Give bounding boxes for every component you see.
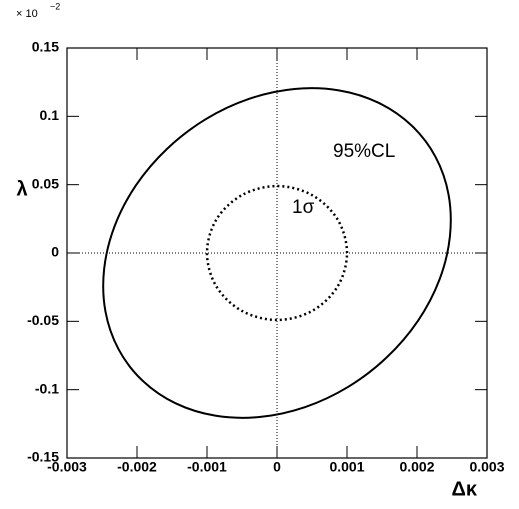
contour-label: 1σ: [292, 197, 315, 218]
x-tick-label: 0.002: [399, 459, 434, 475]
y-tick-label: -0.15: [27, 449, 59, 465]
y-tick-label: 0.1: [40, 107, 60, 123]
x-tick-label: 0: [273, 459, 281, 475]
y-axis-label: λ: [16, 178, 27, 200]
contour: [102, 87, 452, 419]
x-tick-label: 0.003: [469, 459, 504, 475]
x-tick-label: -0.002: [117, 459, 157, 475]
x-tick-label: -0.003: [47, 459, 87, 475]
x-axis-label: Δκ: [451, 478, 477, 500]
y-tick-label: -0.05: [27, 312, 59, 328]
y-tick-label: 0: [51, 244, 59, 260]
contour-label: 95%CL: [333, 141, 395, 162]
y-tick-label: 0.15: [32, 39, 59, 55]
y-tick-label: 0.05: [32, 175, 59, 191]
contour: [205, 184, 349, 322]
x-tick-label: 0.001: [329, 459, 364, 475]
y-scale-exponent: −2: [50, 1, 60, 11]
x-tick-label: -0.001: [187, 459, 227, 475]
y-tick-label: -0.1: [35, 380, 59, 396]
y-scale-base: × 10: [16, 8, 38, 20]
